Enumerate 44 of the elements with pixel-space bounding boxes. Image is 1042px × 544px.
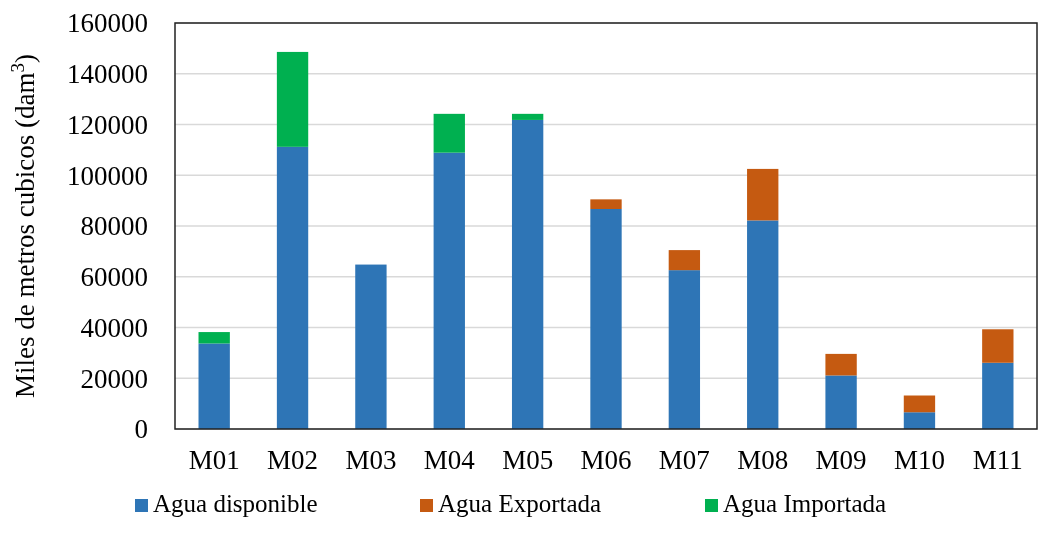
bar	[982, 329, 1014, 363]
bar	[903, 395, 936, 413]
x-tick-label: M01	[188, 445, 240, 475]
x-tick-label: M09	[815, 445, 867, 475]
y-tick-label: 80000	[80, 211, 148, 242]
legend-label: Agua Importada	[723, 490, 887, 517]
bar	[590, 199, 622, 209]
bar	[198, 343, 230, 429]
x-tick-label: M11	[972, 445, 1023, 475]
bar	[433, 113, 465, 153]
x-tick-label: M03	[345, 445, 397, 475]
bar	[276, 146, 309, 429]
bar	[355, 264, 387, 429]
x-tick-label: M04	[423, 445, 476, 475]
y-tick-label: 20000	[80, 363, 148, 394]
bar	[825, 353, 857, 376]
x-tick-label: M08	[737, 445, 789, 475]
y-tick-label: 0	[134, 414, 148, 445]
bar	[511, 119, 544, 429]
bar	[903, 412, 936, 429]
x-tick-label: M10	[893, 445, 945, 475]
y-tick-label: 120000	[67, 109, 148, 140]
bar	[747, 168, 779, 221]
y-tick-label: 60000	[80, 262, 148, 293]
bar	[276, 51, 309, 147]
bar	[511, 113, 544, 120]
bar	[433, 152, 465, 429]
bar	[982, 362, 1014, 429]
x-tick-label: M05	[502, 445, 554, 475]
legend-label: Agua disponible	[153, 490, 318, 517]
x-tick-label: M02	[267, 445, 319, 475]
bar	[668, 250, 701, 271]
bar	[198, 332, 230, 344]
y-tick-label: 40000	[80, 312, 148, 343]
legend-label: Agua Exportada	[438, 490, 602, 517]
bar	[590, 209, 622, 429]
x-tick-label: M06	[580, 445, 632, 475]
bar	[668, 270, 701, 429]
x-tick-label: M07	[658, 445, 710, 475]
y-tick-label: 160000	[67, 8, 148, 39]
y-tick-label: 100000	[67, 160, 148, 191]
bar	[825, 375, 857, 429]
y-tick-label: 140000	[67, 59, 148, 90]
bar	[747, 220, 779, 429]
